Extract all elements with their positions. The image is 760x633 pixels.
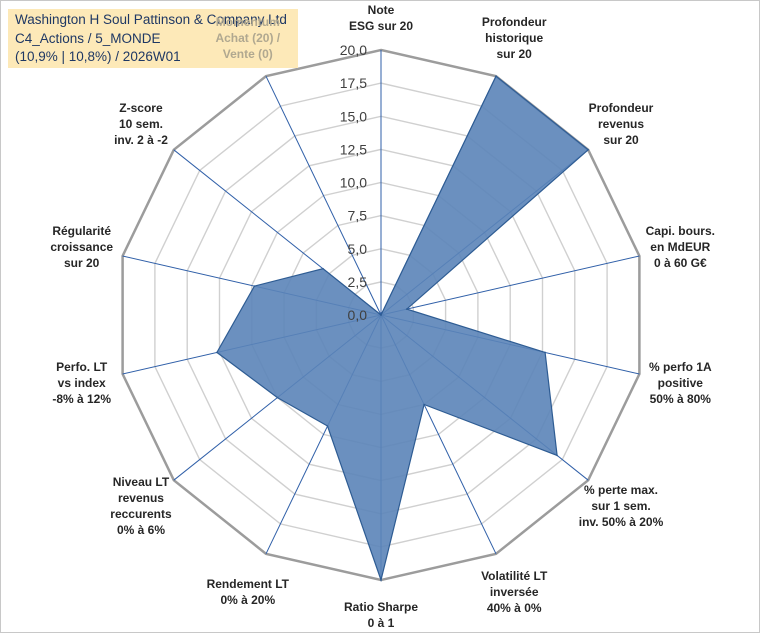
- axis-label: Régularité croissance sur 20: [50, 223, 114, 270]
- title-line-2: C4_Actions / 5_MONDE: [15, 30, 161, 46]
- tick-label: 15,0: [340, 108, 367, 124]
- axis-label: Z-score 10 sem. inv. 2 à -2: [114, 100, 168, 147]
- series-point: [495, 75, 497, 77]
- radial-tick-labels: 0,0 2,5 5,0 7,5 10,0 12,5 15,0 17,5 20,0: [340, 42, 367, 323]
- title-line-3: (10,9% | 10,8%) / 2026W01: [15, 49, 181, 64]
- series-layer: [216, 75, 590, 583]
- series-point: [423, 403, 425, 406]
- series-point: [253, 285, 256, 287]
- series-point: [544, 351, 546, 354]
- series-point: [326, 425, 329, 427]
- series-point: [380, 314, 382, 316]
- series-point: [380, 579, 382, 581]
- series-point: [406, 308, 408, 310]
- tick-label: 0,0: [348, 307, 368, 323]
- tick-label: 5,0: [348, 241, 368, 257]
- series-point: [587, 149, 589, 151]
- axis-label: Profondeur historique sur 20: [481, 15, 547, 62]
- series-area: [216, 75, 590, 583]
- axis-label: Perfo. LT vs index -8% à 12%: [52, 360, 112, 407]
- series-point: [556, 454, 558, 457]
- title-line-1: Washington H Soul Pattinson & Company Lt…: [15, 12, 287, 27]
- axis-label: % perfo 1A positive 50% à 80%: [648, 360, 712, 407]
- axis-label: Ratio Sharpe 0 à 1: [343, 600, 418, 630]
- axis-label: Rendement LT 0% à 20%: [206, 576, 290, 607]
- series-point: [322, 267, 324, 270]
- series-point: [276, 396, 279, 399]
- axis-spoke: [265, 75, 382, 316]
- axis-label: Momentum Achat (20) / Vente (0): [215, 15, 281, 62]
- tick-label: 2,5: [348, 274, 368, 290]
- tick-label: 20,0: [340, 42, 367, 58]
- axis-label: Profondeur revenus sur 20: [588, 100, 654, 147]
- axis-spoke: [380, 255, 640, 316]
- axis-label: Note ESG sur 20: [348, 3, 414, 33]
- chart-title-box: Washington H Soul Pattinson & Company Lt…: [8, 9, 298, 68]
- tick-label: 7,5: [348, 208, 368, 224]
- tick-label: 12,5: [340, 141, 367, 157]
- tick-label: 17,5: [340, 75, 367, 91]
- axis-label: Niveau LT revenus reccurents 0% à 6%: [110, 475, 172, 538]
- axis-label: % perte max. sur 1 sem. inv. 50% à 20%: [578, 483, 664, 530]
- axis-label: Volatilité LT inversée 40% à 0%: [481, 568, 548, 615]
- axis-label: Capi. bours. en MdEUR 0 à 60 G€: [645, 223, 715, 270]
- series-point: [216, 351, 218, 354]
- tick-label: 10,0: [340, 175, 367, 191]
